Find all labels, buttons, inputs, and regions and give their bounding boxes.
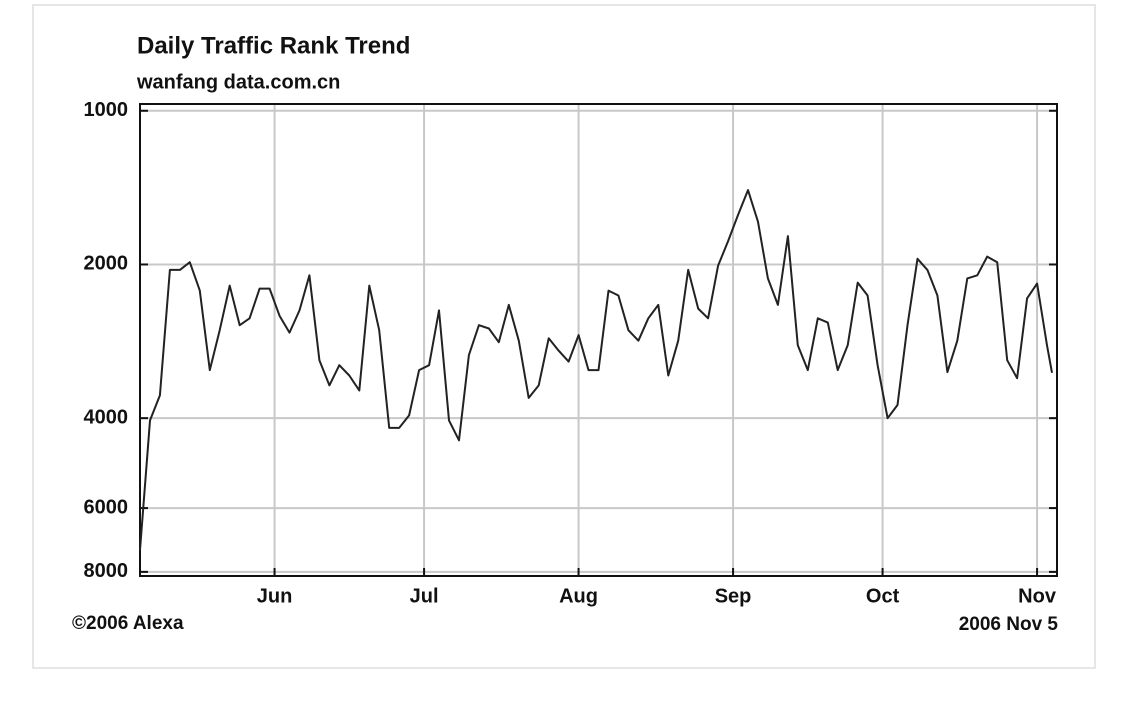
plot-border [139,103,1058,577]
chart-subtitle: wanfang data.com.cn [136,71,340,93]
y-tick-label: 6000 [84,496,129,518]
chart-title: Daily Traffic Rank Trend [137,32,410,59]
y-tick-label: 1000 [84,99,129,121]
x-tick-label: Jul [410,585,439,607]
x-tick-label: Sep [715,585,752,607]
y-tick-label: 4000 [84,406,129,428]
x-tick-label: Jun [257,585,293,607]
panel [32,4,1096,669]
x-tick-label: Aug [559,585,598,607]
y-tick-label: 8000 [84,560,129,582]
date-label: 2006 Nov 5 [959,614,1059,635]
copyright: ©2006 Alexa [72,613,184,634]
x-tick-label: Nov [1018,585,1057,607]
x-tick-label: Oct [866,585,900,607]
y-tick-label: 2000 [84,253,129,275]
traffic-line [139,189,1053,551]
